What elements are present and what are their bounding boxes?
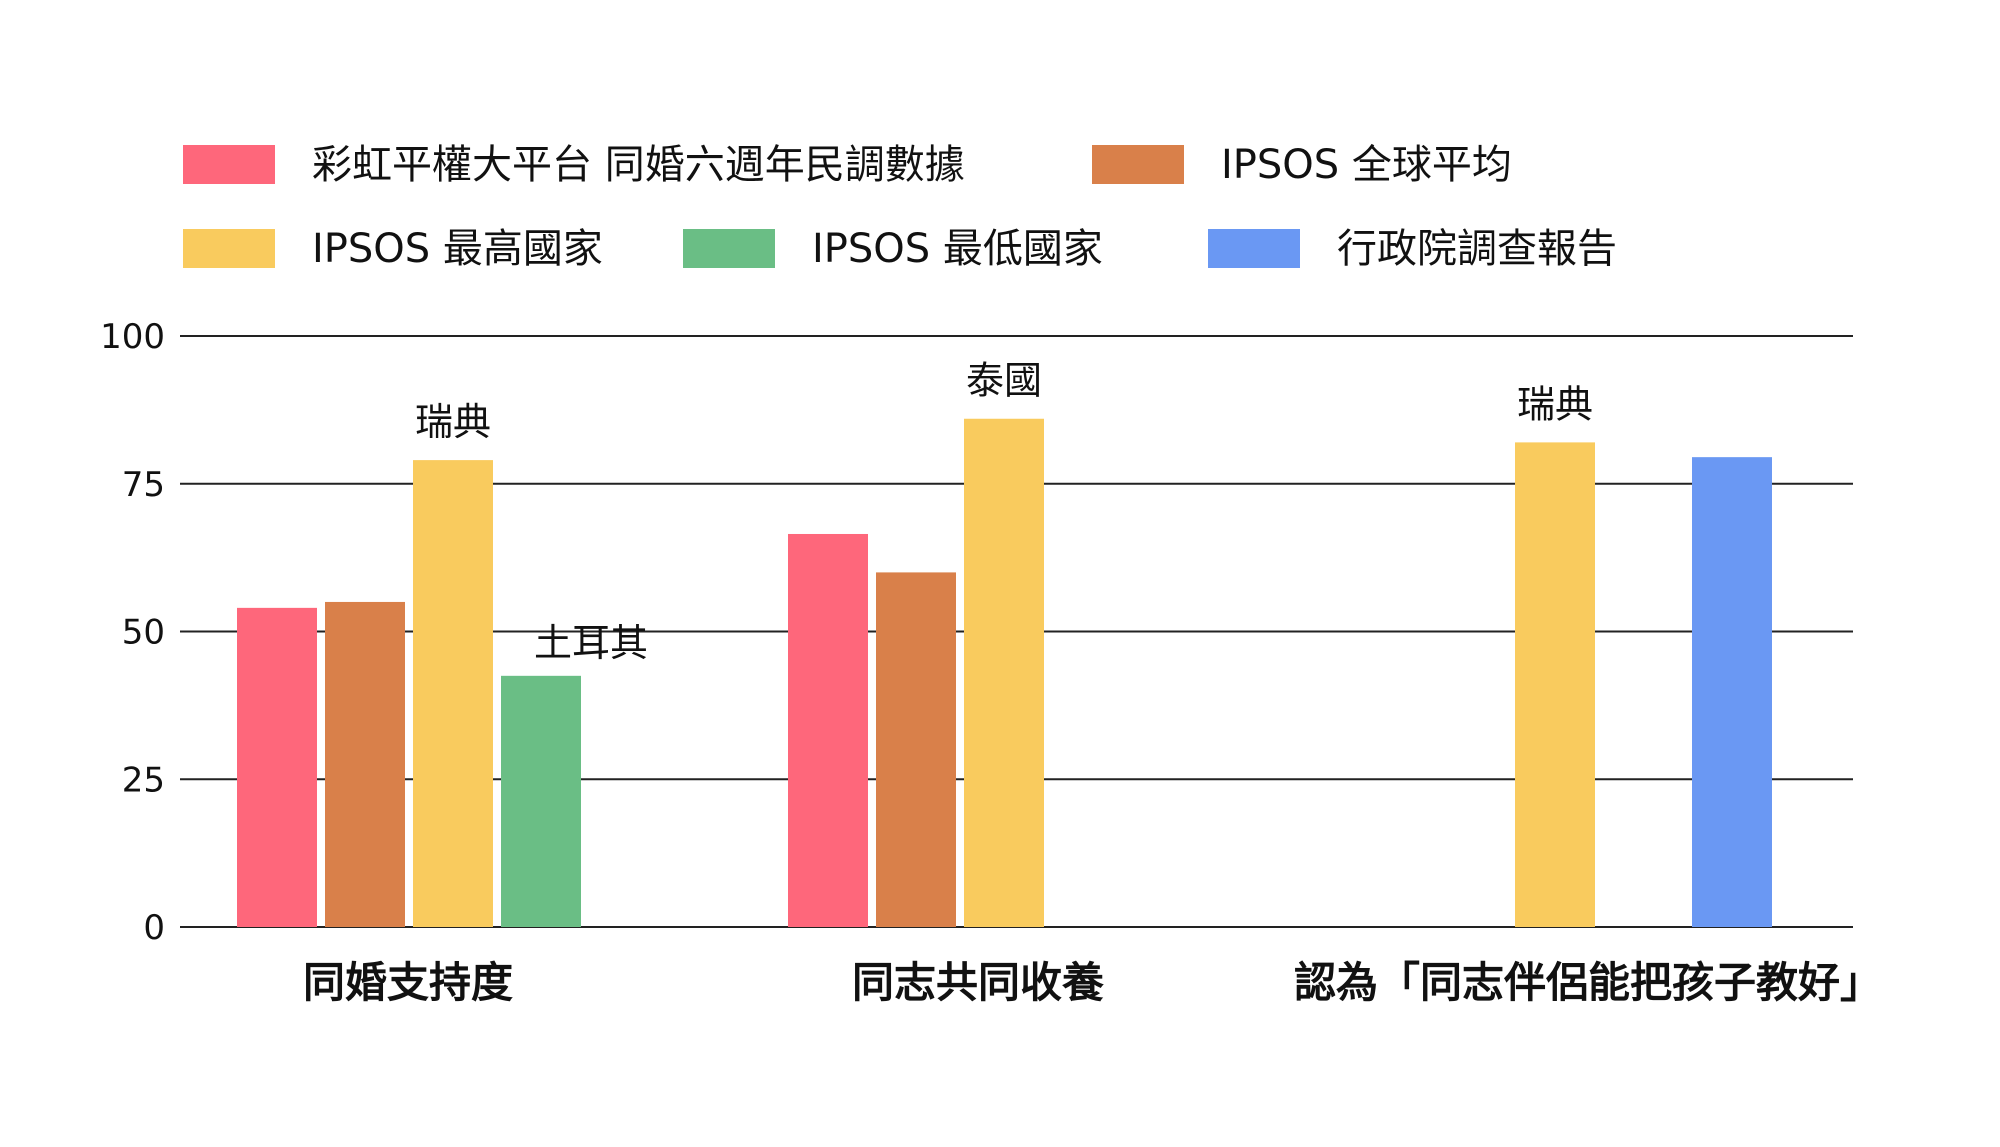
bars <box>237 418 1772 927</box>
legend-swatch <box>1208 229 1300 268</box>
x-category-label: 同志共同收養 <box>852 958 1104 1007</box>
bar <box>237 607 317 927</box>
legend-swatch <box>183 229 275 268</box>
x-axis-categories: 同婚支持度 同志共同收養 認為「同志伴侶能把孩子教好」 <box>303 958 1882 1007</box>
annotation-label: 瑞典 <box>415 400 491 444</box>
bar <box>1515 442 1595 927</box>
y-tick-label: 25 <box>122 760 165 800</box>
annotation-label: 瑞典 <box>1517 382 1593 426</box>
legend-label: IPSOS 最高國家 <box>312 226 603 272</box>
y-tick-label: 75 <box>122 465 165 505</box>
y-tick-label: 100 <box>100 317 165 357</box>
legend: 彩虹平權大平台 同婚六週年民調數據 IPSOS 全球平均 IPSOS 最高國家 IPS… <box>183 142 1617 272</box>
annotation-label: 土耳其 <box>534 621 648 665</box>
y-tick-label: 50 <box>122 613 165 653</box>
bar <box>788 533 868 927</box>
annotation-label: 泰國 <box>966 359 1042 403</box>
legend-label: 彩虹平權大平台 同婚六週年民調數據 <box>312 142 965 188</box>
legend-swatch <box>1092 145 1184 184</box>
bar <box>876 572 956 927</box>
legend-label: 行政院調查報告 <box>1337 226 1617 272</box>
x-category-label: 同婚支持度 <box>303 958 513 1007</box>
bar <box>501 675 581 927</box>
bar <box>413 460 493 927</box>
bar <box>964 418 1044 927</box>
legend-swatch <box>683 229 775 268</box>
bar <box>325 601 405 927</box>
bar <box>1692 457 1772 927</box>
legend-label: IPSOS 最低國家 <box>812 226 1103 272</box>
legend-label: IPSOS 全球平均 <box>1221 142 1512 188</box>
y-tick-label: 0 <box>143 908 165 948</box>
legend-swatch <box>183 145 275 184</box>
x-category-label: 認為「同志伴侶能把孩子教好」 <box>1294 958 1882 1007</box>
